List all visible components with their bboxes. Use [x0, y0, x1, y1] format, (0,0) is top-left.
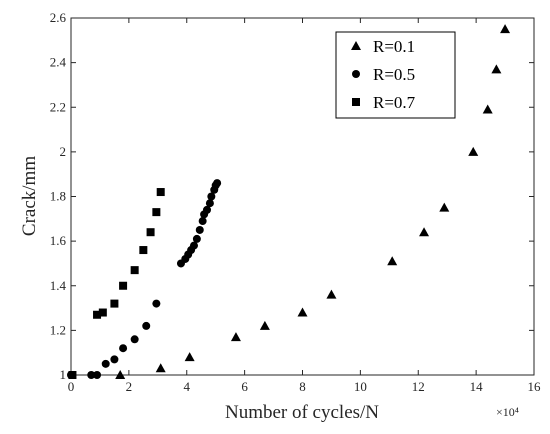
series-square: [68, 188, 165, 379]
y-tick-label: 1.2: [50, 322, 66, 337]
data-point-triangle: [297, 307, 308, 317]
data-point-triangle: [115, 370, 126, 379]
x-tick-label: 12: [412, 379, 425, 394]
series-triangle: [115, 24, 511, 379]
data-point-circle: [87, 371, 96, 379]
data-point-circle: [195, 225, 204, 234]
x-tick-label: 2: [126, 379, 133, 394]
data-point-circle: [93, 371, 102, 379]
y-tick-label: 1.4: [50, 278, 67, 293]
series-layer: [67, 24, 511, 379]
data-point-square: [119, 281, 128, 290]
data-point-triangle: [491, 64, 502, 74]
legend-label: R=0.1: [373, 37, 415, 56]
legend-marker-square: [352, 98, 360, 106]
x-tick-label: 14: [470, 379, 484, 394]
legend-label: R=0.5: [373, 65, 415, 84]
x-tick-label: 0: [68, 379, 75, 394]
data-point-triangle: [326, 289, 337, 299]
y-tick-label: 2.2: [50, 99, 66, 114]
y-tick-label: 2: [60, 144, 67, 159]
legend-marker-triangle: [351, 41, 361, 50]
data-point-square: [68, 371, 77, 379]
data-point-square: [152, 208, 161, 217]
legend-marker-circle: [352, 70, 360, 78]
data-point-triangle: [482, 104, 493, 114]
legend-label: R=0.7: [373, 93, 416, 112]
data-point-circle: [198, 217, 207, 226]
series-circle: [67, 179, 222, 379]
data-point-triangle: [155, 363, 166, 373]
data-point-circle: [205, 199, 214, 208]
x-tick-label: 4: [184, 379, 191, 394]
plot-area: [70, 17, 535, 376]
data-point-circle: [203, 205, 212, 214]
data-point-triangle: [259, 320, 270, 330]
x-tick-label: 10: [354, 379, 367, 394]
data-point-square: [139, 246, 148, 255]
y-tick-label: 2.4: [50, 55, 67, 70]
x-axis-title: Number of cycles/N: [225, 402, 379, 423]
data-point-triangle: [184, 352, 195, 362]
data-point-circle: [110, 355, 119, 364]
data-point-triangle: [230, 332, 241, 342]
data-point-square: [93, 310, 102, 319]
data-point-triangle: [387, 256, 398, 266]
data-point-square: [146, 228, 155, 237]
y-tick-label: 1.6: [50, 233, 67, 248]
data-point-circle: [189, 241, 198, 250]
data-point-triangle: [468, 146, 479, 156]
data-point-triangle: [419, 227, 430, 237]
data-point-circle: [119, 344, 128, 353]
data-point-circle: [142, 321, 151, 330]
y-tick-label: 2.6: [50, 10, 67, 25]
data-point-circle: [130, 335, 139, 344]
y-tick-label: 1.8: [50, 189, 66, 204]
legend-entries: R=0.1 R=0.5 R=0.7: [351, 37, 416, 112]
x-tick-label: 6: [241, 379, 248, 394]
x-tick-label: 16: [528, 379, 542, 394]
data-point-square: [130, 266, 139, 275]
data-point-square: [98, 308, 107, 317]
data-point-circle: [152, 299, 161, 308]
x-tick-label: 8: [299, 379, 306, 394]
data-point-triangle: [500, 24, 511, 34]
legend: R=0.1 R=0.5 R=0.7: [335, 31, 456, 119]
y-tick-label: 1: [60, 367, 67, 382]
y-axis-title: Crack/mm: [19, 156, 40, 236]
data-point-circle: [101, 359, 110, 368]
x-axis-exponent: ×10⁴: [496, 405, 519, 419]
data-point-circle: [207, 192, 216, 201]
data-point-circle: [213, 179, 222, 188]
data-point-triangle: [439, 202, 450, 212]
ticks-layer: 0 2 4 6 8 10 12 14 16 1 1.2 1.4 1.6 1.8 2 2.2 2.4 2.6: [50, 10, 541, 394]
data-point-square: [110, 299, 119, 308]
data-point-circle: [192, 234, 201, 243]
data-point-square: [156, 188, 165, 197]
